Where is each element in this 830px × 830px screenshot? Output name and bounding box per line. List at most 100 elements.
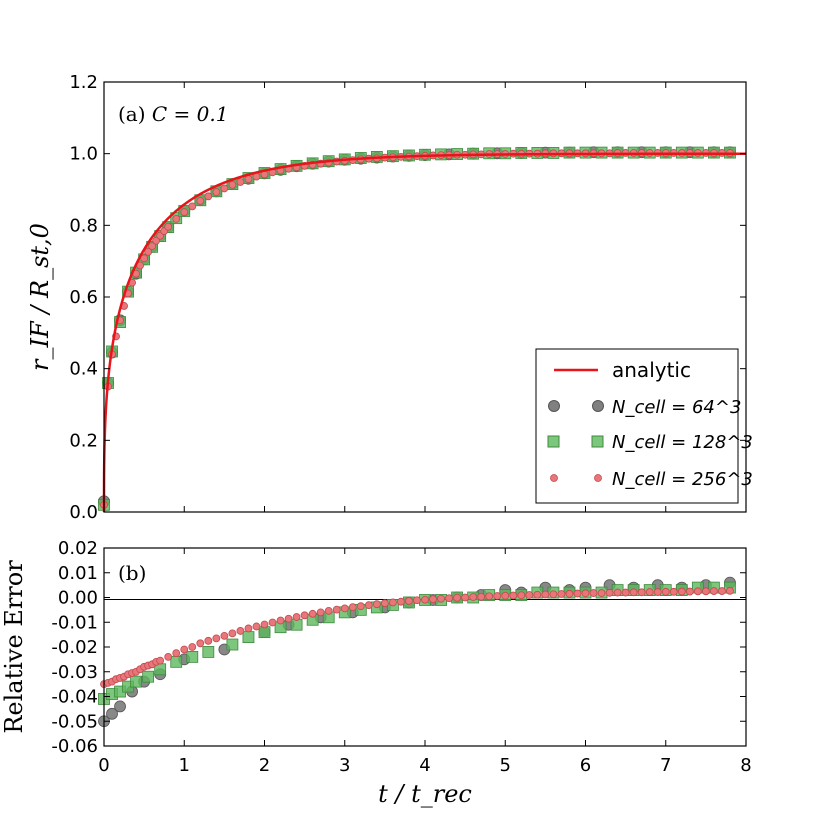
panel-b-point-2563-78 (669, 587, 678, 596)
legend-64-marker-right (592, 400, 604, 412)
x-tick-label: 7 (660, 755, 671, 776)
panel-b-point-2563-63 (549, 590, 558, 599)
panel-b-y-tick-label: -0.01 (51, 612, 98, 633)
panel-b-point-2563-68 (589, 589, 598, 597)
panel-a-y-axis-label: r_IF / R_st,0 (26, 223, 54, 371)
panel-b-point-2563-64 (557, 590, 566, 598)
panel-b-y-tick-label: -0.06 (51, 736, 98, 757)
panel-b-point-2563-53 (469, 593, 478, 601)
panel-b-point-2563-20 (204, 636, 213, 645)
panel-a-point-2563-21 (204, 192, 213, 201)
panel-b-point-2563-35 (324, 606, 333, 615)
legend-128-marker-left (547, 435, 560, 448)
panel-a-point-2563-17 (172, 214, 181, 223)
panel-b-point-2563-15 (164, 653, 173, 661)
panel-a-point-2563-19 (188, 202, 197, 211)
panel-b-point-2563-62 (541, 590, 550, 599)
panel-b-point-2563-33 (308, 609, 317, 618)
panel-a: 0.0 0.2 0.4 0.6 0.8 1.0 1.2 (a) C = 0.1 r_IF /… (26, 72, 753, 523)
panel-b-label: (b) (118, 561, 146, 585)
panel-b-point-2563-57 (501, 591, 510, 600)
panel-a-point-2563-23 (220, 184, 229, 193)
panel-b-point-1283-4 (130, 675, 143, 688)
panel-b-point-2563-37 (340, 604, 349, 613)
legend-256-marker-left (550, 474, 558, 482)
panel-a-point-2563-25 (236, 178, 245, 186)
panel-a-point-2563-13 (152, 236, 161, 245)
panel-b-point-2563-18 (188, 643, 197, 651)
panel-a-point-2563-10 (140, 254, 149, 263)
panel-b-point-2563-31 (292, 613, 301, 621)
panel-a-y-tick-label: 0.8 (69, 215, 98, 236)
panel-b-point-2563-19 (196, 639, 205, 648)
panel-b-point-2563-79 (677, 587, 686, 596)
panel-b-point-2563-26 (252, 622, 261, 631)
panel-b-point-2563-17 (180, 645, 189, 654)
panel-b-point-2563-42 (380, 599, 389, 608)
legend-64-marker-left (548, 400, 560, 412)
panel-b-point-2563-28 (268, 618, 277, 627)
panel-b-point-2563-61 (533, 590, 542, 599)
panel-a-point-2563-12 (148, 242, 157, 251)
panel-b-point-2563-29 (276, 616, 285, 625)
panel-b-point-1283-10 (226, 638, 239, 651)
panel-b-y-tick-label: 0.01 (58, 563, 98, 584)
panel-a-y-tick-label: 0.0 (69, 502, 98, 523)
panel-a-y-tick-label: 1.2 (69, 72, 98, 93)
panel-b-y-tick-label: -0.02 (51, 637, 98, 658)
panel-b-point-2563-85 (726, 586, 734, 595)
legend-128-marker-right (591, 435, 604, 448)
panel-b-point-2563-27 (260, 620, 269, 629)
panel-b-point-2563-43 (388, 598, 397, 607)
panel-b-point-2563-25 (244, 624, 253, 633)
panel-b-point-2563-50 (445, 594, 453, 603)
panel-a-y-tick-label: 0.6 (69, 287, 98, 308)
panel-b-point-2563-83 (710, 587, 718, 595)
panel-b-point-2563-40 (364, 601, 373, 610)
panel-a-y-tick-label: 0.4 (69, 359, 98, 380)
panel-b-point-2563-52 (461, 593, 470, 602)
panel-b-point-2563-46 (413, 596, 421, 605)
panel-b-point-1283-11 (242, 631, 255, 643)
panel-b-point-2563-36 (332, 605, 341, 614)
panel-b-point-2563-56 (493, 592, 502, 600)
legend: analytic N_cell = 64^3 N_cell = 128^3 N_… (535, 348, 753, 504)
panel-b-point-2563-84 (718, 587, 726, 595)
panel-b-point-2563-82 (701, 587, 710, 596)
panel-b-point-2563-73 (629, 588, 638, 597)
x-tick-label: 5 (500, 755, 511, 776)
legend-64-label: N_cell = 64^3 (612, 397, 741, 418)
panel-b-y-tick-label: 0.02 (58, 538, 98, 559)
panel-b-point-2563-80 (685, 587, 694, 596)
panel-a-y-tick-label: 1.0 (69, 144, 98, 165)
x-tick-label: 0 (98, 755, 109, 776)
legend-box (535, 348, 739, 504)
panel-a-point-2563-22 (212, 188, 221, 196)
panel-b-point-2563-69 (597, 589, 606, 597)
panel-b-point-2563-51 (453, 593, 462, 602)
panel-b-point-2563-22 (220, 631, 229, 640)
panel-b-point-2563-75 (645, 588, 654, 596)
panel-b-point-1283-8 (186, 651, 199, 663)
panel-b-point-643-1 (106, 707, 118, 720)
panel-b-point-2563-45 (405, 597, 413, 605)
panel-b-point-2563-38 (348, 603, 357, 612)
panel-a-point-2563-11 (144, 247, 153, 256)
legend-128-label: N_cell = 128^3 (612, 432, 753, 453)
panel-b-point-2563-70 (605, 588, 614, 597)
panel-b-point-2563-14 (156, 656, 165, 665)
panel-b-point-2563-72 (621, 588, 630, 597)
panel-b-y-tick-label: -0.04 (51, 687, 98, 708)
x-tick-label: 3 (339, 755, 350, 776)
panel-b-point-2563-47 (421, 595, 429, 604)
legend-256-marker-right (594, 474, 602, 482)
x-tick-label: 4 (419, 755, 430, 776)
x-tick-label: 2 (259, 755, 270, 776)
panel-b-point-2563-71 (613, 588, 622, 597)
panel-b-point-2563-66 (573, 589, 582, 598)
panel-b-point-2563-67 (581, 589, 590, 598)
panel-a-point-2563-26 (244, 175, 253, 184)
panel-b-point-2563-58 (509, 591, 518, 600)
panel-b-point-2563-24 (236, 627, 245, 635)
